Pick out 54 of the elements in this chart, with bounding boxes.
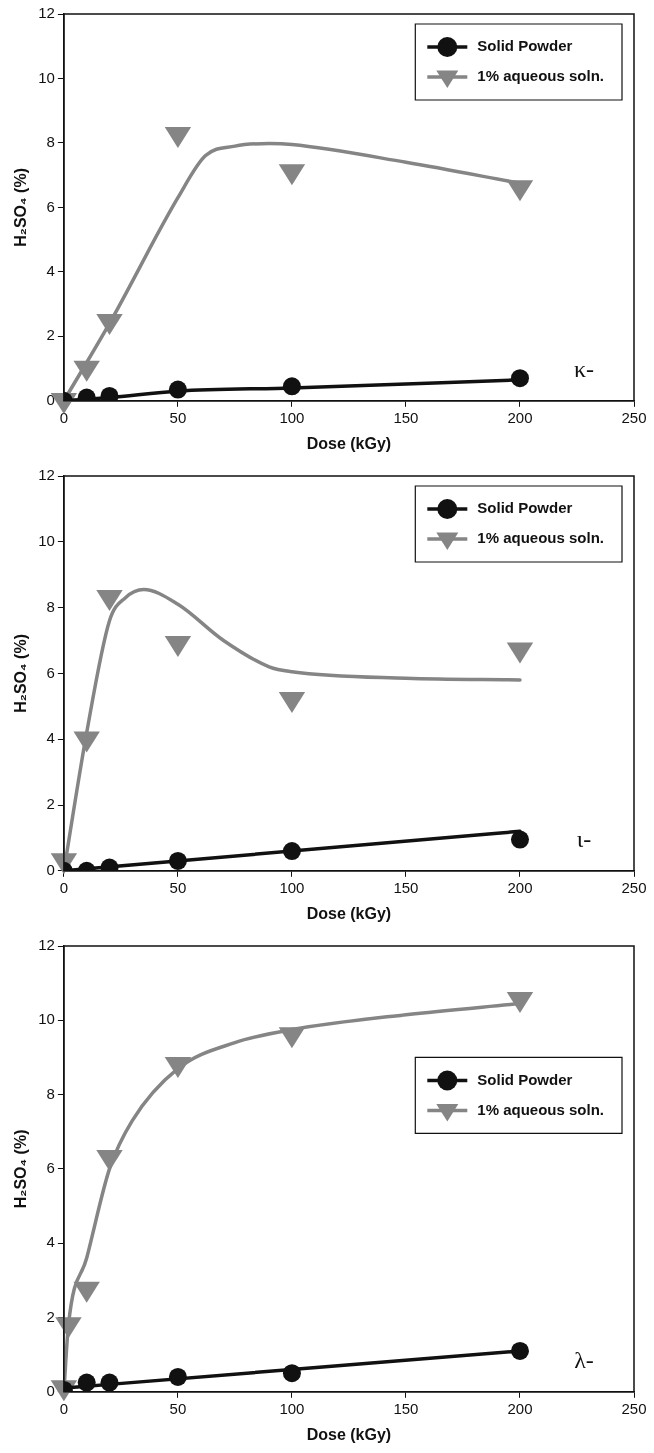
x-tick-label: 0: [59, 1399, 69, 1417]
y-tick-label: 4: [46, 1233, 55, 1251]
y-tick-label: 10: [38, 1010, 55, 1028]
x-tick-label: 150: [393, 1399, 419, 1417]
legend-label: 1% aqueous soln.: [477, 67, 605, 85]
annotation: κ-: [573, 356, 595, 383]
y-tick-label: 0: [46, 1381, 55, 1399]
x-tick-label: 100: [279, 1399, 305, 1417]
x-tick-label: 100: [279, 408, 305, 426]
y-axis-title: H₂SO₄ (%): [12, 1129, 30, 1209]
x-tick-label: 200: [507, 408, 533, 426]
y-tick-label: 2: [46, 795, 55, 813]
y-tick-label: 12: [38, 466, 55, 484]
x-tick-label: 50: [169, 878, 187, 896]
y-tick-label: 0: [46, 390, 55, 408]
legend-label: 1% aqueous soln.: [477, 1100, 605, 1118]
x-axis-title: Dose (kGy): [306, 434, 392, 452]
y-tick-label: 0: [46, 860, 55, 878]
legend-label: Solid Powder: [477, 499, 573, 517]
x-tick-label: 200: [507, 878, 533, 896]
x-tick-label: 250: [621, 408, 647, 426]
y-tick-label: 12: [38, 4, 55, 22]
x-axis-title: Dose (kGy): [306, 904, 392, 922]
y-axis-title: H₂SO₄ (%): [12, 168, 30, 247]
y-axis-title: H₂SO₄ (%): [12, 634, 30, 713]
x-tick-label: 250: [621, 878, 647, 896]
y-tick-label: 6: [46, 1159, 55, 1177]
y-tick-label: 2: [46, 326, 55, 344]
x-tick-label: 150: [393, 878, 419, 896]
x-tick-label: 50: [169, 408, 187, 426]
legend-label: Solid Powder: [477, 1070, 573, 1088]
y-tick-label: 12: [38, 936, 55, 954]
x-tick-label: 100: [279, 878, 305, 896]
y-tick-label: 8: [46, 1084, 55, 1102]
y-tick-label: 4: [46, 729, 55, 747]
y-tick-label: 6: [46, 197, 55, 215]
x-axis-title: Dose (kGy): [306, 1425, 392, 1443]
x-tick-label: 0: [59, 878, 69, 896]
legend-label: Solid Powder: [477, 37, 573, 55]
y-tick-label: 10: [38, 68, 55, 86]
annotation: ι-: [576, 826, 592, 853]
x-tick-label: 150: [393, 408, 419, 426]
x-tick-label: 200: [507, 1399, 533, 1417]
y-tick-label: 8: [46, 133, 55, 151]
y-tick-label: 2: [46, 1307, 55, 1325]
legend-label: 1% aqueous soln.: [477, 529, 605, 547]
y-tick-label: 4: [46, 262, 55, 280]
y-tick-label: 10: [38, 531, 55, 549]
x-tick-label: 0: [59, 408, 69, 426]
x-tick-label: 50: [169, 1399, 187, 1417]
x-tick-label: 250: [621, 1399, 647, 1417]
y-tick-label: 6: [46, 663, 55, 681]
y-tick-label: 8: [46, 597, 55, 615]
annotation: λ-: [574, 1347, 594, 1374]
